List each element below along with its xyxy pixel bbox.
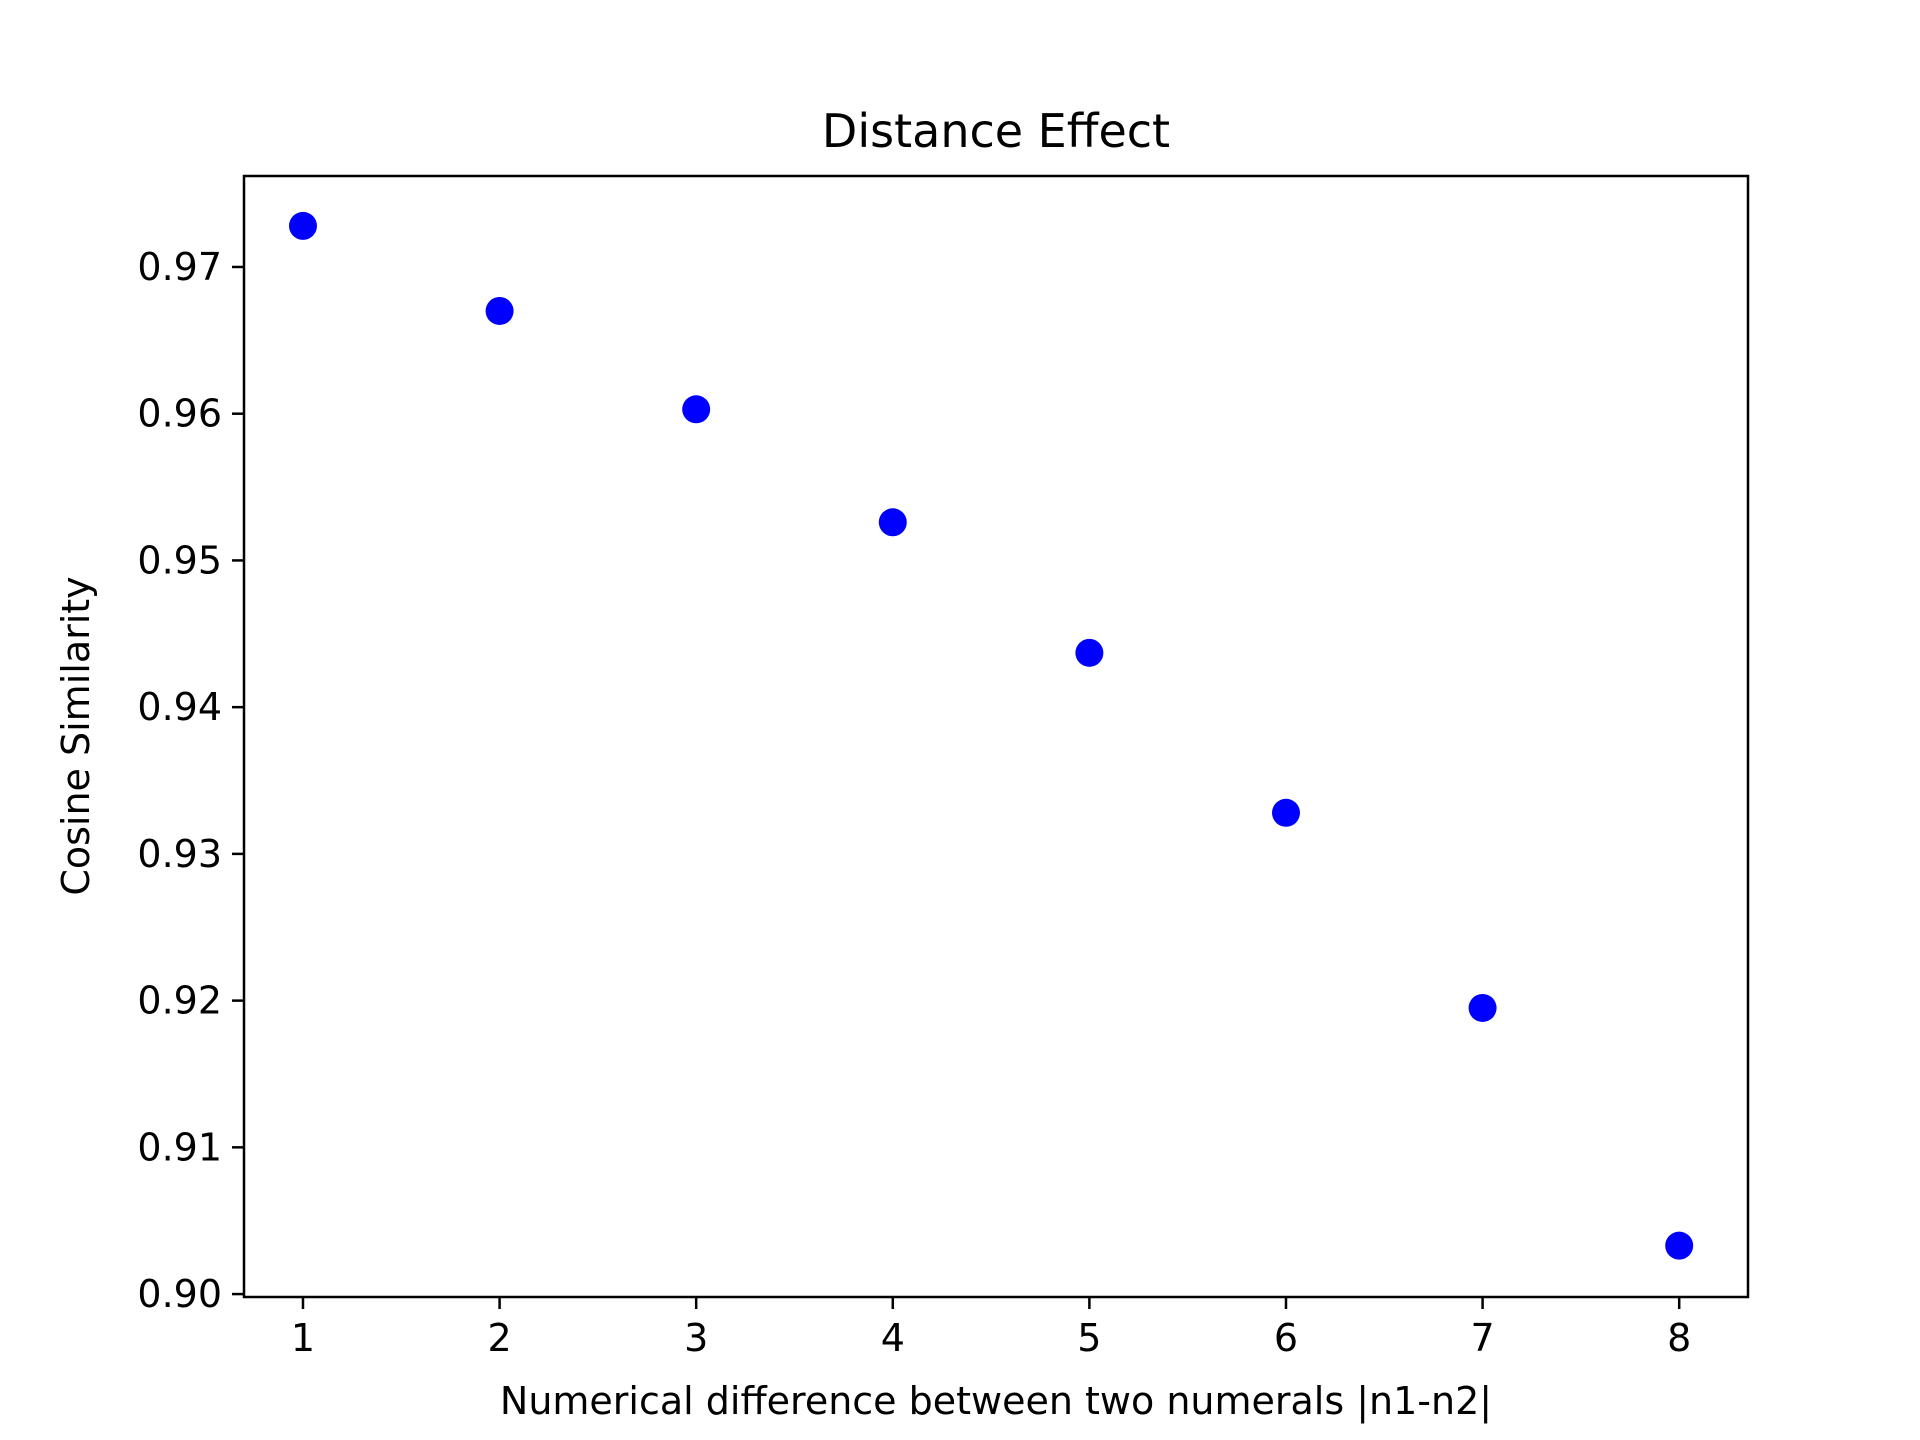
x-tick-label: 2 bbox=[487, 1316, 511, 1360]
y-tick-label: 0.94 bbox=[137, 685, 222, 729]
data-point bbox=[485, 296, 514, 325]
data-point bbox=[1665, 1231, 1694, 1260]
data-point bbox=[682, 395, 711, 424]
data-point bbox=[1075, 638, 1104, 667]
y-tick-label: 0.91 bbox=[137, 1125, 222, 1169]
data-point bbox=[878, 508, 907, 537]
x-tick-label: 4 bbox=[881, 1316, 905, 1360]
x-tick-label: 5 bbox=[1077, 1316, 1101, 1360]
y-tick-label: 0.97 bbox=[137, 245, 222, 289]
data-point bbox=[1271, 798, 1300, 827]
chart-title: Distance Effect bbox=[822, 104, 1170, 158]
data-point bbox=[288, 211, 317, 240]
y-tick-label: 0.90 bbox=[137, 1272, 222, 1316]
x-tick-label: 7 bbox=[1470, 1316, 1494, 1360]
y-tick-label: 0.93 bbox=[137, 832, 222, 876]
x-tick-label: 1 bbox=[291, 1316, 315, 1360]
x-tick-label: 3 bbox=[684, 1316, 708, 1360]
x-tick-label: 6 bbox=[1274, 1316, 1298, 1360]
plot-area: 1 2 3 4 5 6 7 8 0.90 0.91 0.92 0.93 0.94 0.95 0.96 0.97 bbox=[137, 211, 1694, 1360]
plot-frame bbox=[242, 174, 1750, 1299]
y-tick-label: 0.96 bbox=[137, 392, 222, 436]
y-tick-label: 0.92 bbox=[137, 979, 222, 1023]
x-tick-label: 8 bbox=[1667, 1316, 1691, 1360]
y-axis-label: Cosine Similarity bbox=[54, 576, 98, 895]
data-point bbox=[1468, 993, 1497, 1022]
x-axis-label: Numerical difference between two numeral… bbox=[500, 1379, 1492, 1424]
y-tick-label: 0.95 bbox=[137, 538, 222, 582]
